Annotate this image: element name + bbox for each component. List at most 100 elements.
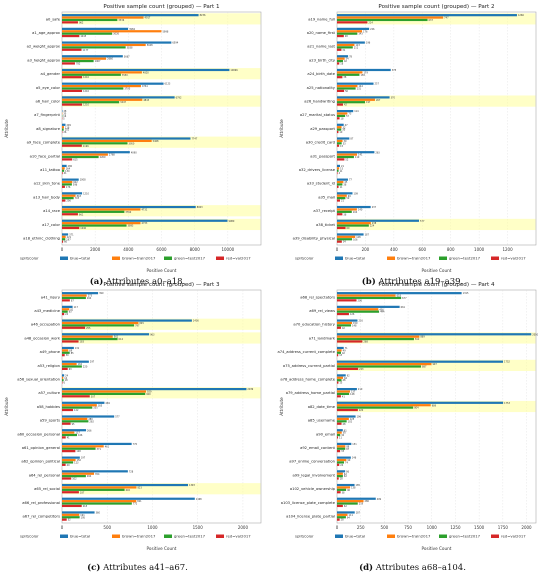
- data-label: 297: [90, 361, 95, 364]
- bar: [62, 14, 199, 17]
- bar: [337, 513, 348, 516]
- bar: [337, 333, 532, 336]
- bar: [337, 30, 363, 33]
- y-axis-label: Attribute: [279, 119, 284, 138]
- data-label: 109: [353, 192, 358, 195]
- data-label: 28: [63, 110, 66, 113]
- bar: [62, 205, 196, 209]
- y-tick-label: a92_email_content: [300, 446, 335, 450]
- data-label: 63: [69, 368, 72, 371]
- bar: [62, 222, 141, 225]
- data-label: 151: [352, 443, 357, 446]
- data-label: 176: [66, 186, 71, 189]
- legend-swatch: [439, 534, 447, 538]
- bar: [337, 415, 356, 418]
- data-label: 106: [353, 238, 358, 241]
- data-label: 5048: [147, 44, 153, 47]
- data-label: 187: [80, 491, 85, 494]
- bar: [337, 362, 432, 366]
- data-label: 6792: [176, 96, 182, 99]
- bar: [337, 192, 353, 195]
- data-label: 48: [345, 35, 348, 38]
- bar: [337, 296, 402, 300]
- data-label: 62: [344, 475, 347, 478]
- data-label: 15: [340, 145, 343, 148]
- data-label: 162: [78, 363, 83, 366]
- bar: [62, 374, 65, 377]
- bar: [337, 123, 344, 126]
- bar: [337, 401, 504, 404]
- bar: [337, 205, 371, 209]
- data-label: 1210: [83, 76, 89, 79]
- data-label: 52: [345, 158, 348, 161]
- data-label: 187: [365, 234, 370, 237]
- data-label: 812: [415, 338, 420, 341]
- bar: [337, 472, 343, 475]
- bar: [337, 360, 504, 363]
- y-tick-label: a82_date_time: [308, 405, 336, 409]
- data-label: 48: [343, 423, 346, 426]
- data-label: 87: [350, 138, 353, 141]
- y-tick-label: a104_license_plate_partial: [286, 515, 335, 519]
- data-label: 703: [75, 197, 80, 200]
- bar: [62, 153, 108, 156]
- bar: [62, 379, 64, 382]
- data-label: 577: [420, 220, 425, 223]
- y-tick-label: a5_eye_color: [36, 86, 61, 90]
- data-label: 4820: [143, 71, 149, 74]
- bar: [62, 32, 113, 35]
- data-label: 92: [347, 374, 350, 377]
- bar: [62, 404, 97, 407]
- bar: [62, 491, 79, 494]
- bar: [62, 199, 66, 202]
- bar: [337, 292, 462, 295]
- data-label: 73: [348, 113, 351, 116]
- x-tick-label: 800: [447, 247, 455, 252]
- bar: [337, 180, 344, 184]
- y-tick-label: a29_passport: [310, 127, 335, 131]
- y-tick-label: a31_passport: [310, 154, 335, 158]
- bar: [337, 128, 342, 131]
- data-label: 31: [342, 49, 345, 52]
- legend-swatch: [60, 534, 68, 538]
- bar: [62, 497, 195, 500]
- bar: [62, 57, 107, 60]
- bar: [337, 224, 369, 227]
- data-label: 128: [350, 393, 355, 396]
- data-label: 728: [129, 470, 134, 473]
- bar: [337, 98, 375, 101]
- bar: [62, 21, 78, 24]
- bar: [337, 417, 349, 421]
- bar: [62, 362, 77, 366]
- bar: [337, 238, 353, 241]
- bar: [62, 513, 80, 516]
- bar: [337, 433, 341, 437]
- data-label: 887: [422, 366, 427, 369]
- bar: [337, 497, 376, 500]
- data-label: 209: [66, 124, 71, 127]
- data-label: 197: [81, 457, 86, 460]
- bar: [337, 219, 420, 222]
- bar: [337, 199, 340, 202]
- bar: [337, 376, 344, 379]
- bar: [337, 158, 345, 161]
- data-label: 1008: [80, 179, 86, 182]
- data-label: 4733: [141, 222, 147, 225]
- bar: [62, 458, 76, 462]
- bar: [337, 27, 370, 30]
- data-label: 16: [63, 115, 66, 118]
- x-tick-label: 500: [381, 525, 389, 530]
- data-label: 963: [150, 333, 155, 336]
- chart-part-4: Positive sample count (grouped) — Part 4…: [278, 282, 539, 551]
- bar: [62, 96, 175, 99]
- plot-frame: [336, 11, 537, 246]
- bar: [337, 395, 341, 398]
- bar: [337, 114, 346, 118]
- data-label: 45: [344, 181, 347, 184]
- y-tick-label: a11_tattoo: [40, 168, 61, 172]
- bar: [337, 379, 342, 382]
- highlight-band: [62, 387, 261, 399]
- data-label: 224: [370, 225, 375, 228]
- data-label: 148: [76, 450, 81, 453]
- legend-label: brown=train2017: [397, 534, 431, 539]
